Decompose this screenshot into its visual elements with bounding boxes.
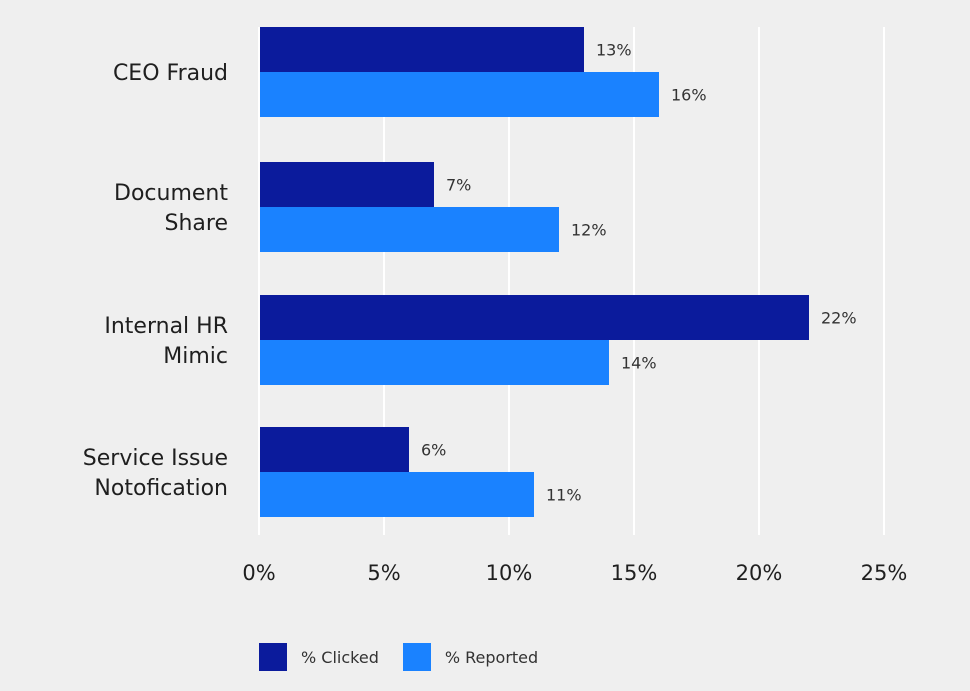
data-label: 6% [421,441,446,460]
data-label: 7% [446,176,471,195]
bar-clicked [259,27,584,72]
x-tick-label: 15% [611,561,658,585]
data-label: 14% [621,354,657,373]
data-label: 16% [671,86,707,105]
category-label-line: Mimic [163,344,228,369]
bar-reported [259,207,559,252]
data-label: 22% [821,309,857,328]
category-label: Service Issue Notofication [83,446,228,501]
category-label: Document Share [114,181,228,236]
category-label: Internal HR Mimic [104,314,228,369]
bar-reported [259,72,659,117]
bar-clicked [259,427,409,472]
legend-item-clicked: % Clicked [259,643,379,671]
legend-label-reported: % Reported [444,647,539,667]
x-tick-label: 20% [736,561,783,585]
legend-label-clicked: % Clicked [301,647,379,667]
x-tick-label: 10% [486,561,533,585]
data-label: 11% [546,486,582,505]
category-label-line: CEO Fraud [113,61,228,86]
category-label: CEO Fraud [113,61,228,86]
legend-swatch-clicked [259,643,287,671]
category-label-line: Internal HR [104,314,228,339]
category-label-line: Share [165,211,229,236]
data-label: 13% [596,41,632,60]
bar-reported [259,472,534,517]
legend: % Clicked % Reported [259,643,562,671]
legend-item-reported: % Reported [402,643,539,671]
x-tick-label: 25% [861,561,908,585]
bar-reported [259,340,609,385]
data-label: 12% [571,221,607,240]
x-tick-label: 5% [367,561,400,585]
category-label-line: Document [114,181,228,206]
category-label-line: Service Issue [83,446,228,471]
category-label-line: Notofication [94,476,228,501]
x-tick-label: 0% [242,561,275,585]
legend-swatch-reported [402,643,431,671]
bar-clicked [259,295,809,340]
bar-clicked [259,162,434,207]
